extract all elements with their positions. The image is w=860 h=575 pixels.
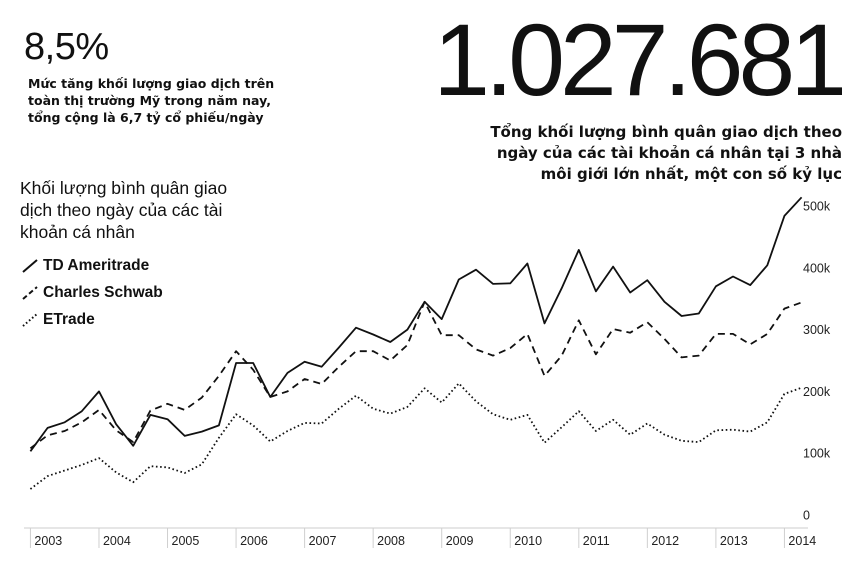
chart-title: Khối lượng bình quân giao dịch theo ngày… [20,178,228,242]
series-line-etrade [29,382,802,490]
y-tick-label: 400k [803,261,831,275]
x-tick-label: 2014 [788,534,816,548]
legend-item-etrade: ETrade [22,306,163,333]
stat-small-value: 8,5% [24,26,109,68]
x-tick-label: 2011 [583,534,610,548]
stat-big-description: Tổng khối lượng bình quân giao dịch theo… [490,123,842,183]
x-tick-label: 2003 [34,534,62,548]
x-tick-label: 2006 [240,534,268,548]
legend-label: TD Ameritrade [43,256,150,274]
y-tick-label: 0 [803,509,810,523]
x-tick-label: 2004 [103,534,131,548]
series-line-td-ameritrade [29,196,803,452]
legend-swatch-dashed [22,285,38,300]
y-tick-label: 300k [803,323,831,337]
x-tick-label: 2013 [720,534,748,548]
legend: TD Ameritrade Charles Schwab ETrade [22,252,163,333]
stat-small-description: Mức tăng khối lượng giao dịch trên toàn … [28,76,275,125]
legend-label: Charles Schwab [43,283,163,301]
legend-swatch-solid [22,258,38,273]
x-tick-label: 2012 [651,534,679,548]
x-tick-label: 2010 [514,534,542,548]
x-tick-label: 2008 [377,534,405,548]
legend-swatch-dotted [22,312,38,327]
stat-big-value: 1.027.681 [433,3,847,117]
x-tick-label: 2007 [309,534,337,548]
legend-label: ETrade [43,310,95,328]
legend-item-charles-schwab: Charles Schwab [22,279,163,306]
legend-item-td-ameritrade: TD Ameritrade [22,252,163,279]
y-tick-label: 500k [803,200,831,214]
y-tick-label: 200k [803,385,831,399]
y-tick-label: 100k [803,447,831,461]
x-tick-label: 2009 [446,534,474,548]
x-tick-label: 2005 [172,534,200,548]
series-line-charles-schwab [29,300,802,450]
